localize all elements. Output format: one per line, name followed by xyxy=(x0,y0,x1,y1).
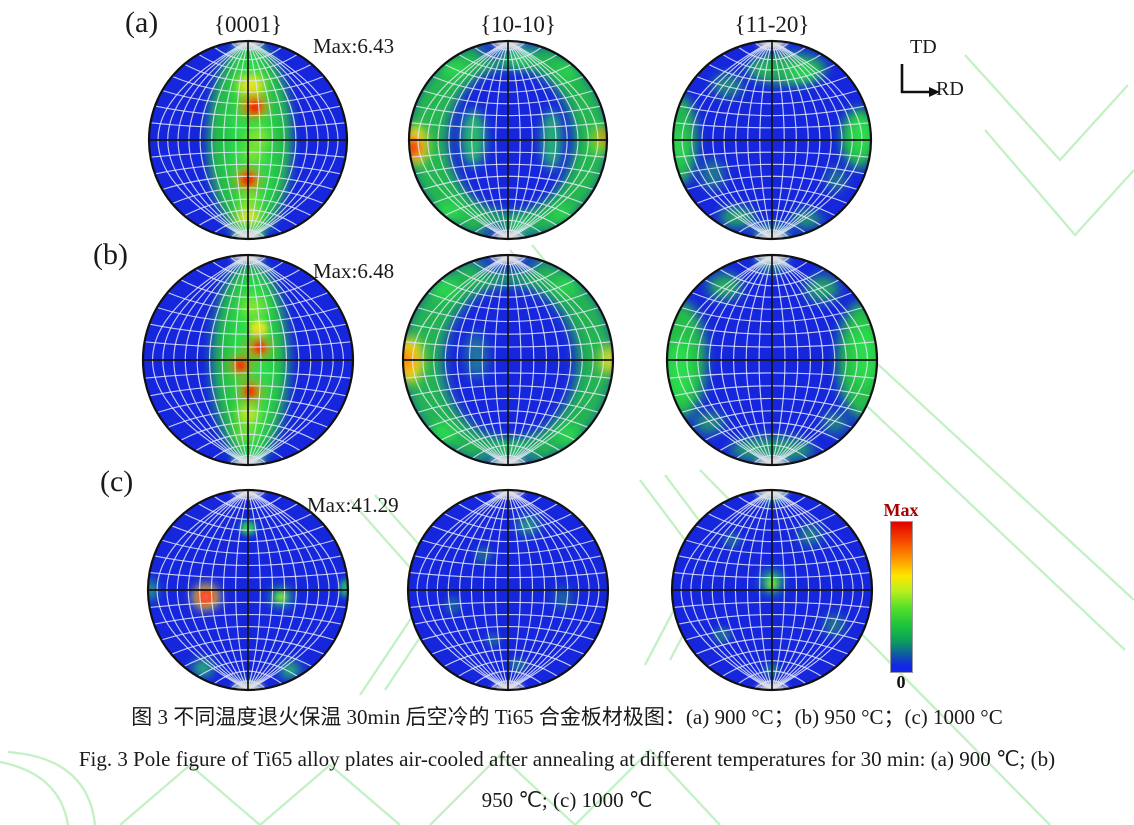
column-header-11-20: {11-20} xyxy=(734,12,810,37)
rd-axis-label: RD xyxy=(936,78,964,100)
caption-english-line1: Fig. 3 Pole figure of Ti65 alloy plates … xyxy=(78,747,1056,771)
max-label-b: Max:6.48 xyxy=(313,259,395,283)
colorbar-gradient xyxy=(890,521,913,673)
pole-figure-b-0001 xyxy=(137,249,359,476)
column-header-0001: {0001} xyxy=(213,12,283,37)
panel-label-b: (b) xyxy=(93,238,128,271)
colorbar-max-label: Max xyxy=(883,500,919,520)
colorbar: Max 0 xyxy=(884,500,919,692)
axis-arrows-icon xyxy=(900,64,940,97)
pole-figure-c-10-10 xyxy=(402,484,614,701)
pole-figure-a-10-10 xyxy=(403,35,613,250)
pole-figure-b-10-10 xyxy=(397,249,619,476)
td-axis-label: TD xyxy=(910,36,937,58)
colorbar-zero-label: 0 xyxy=(896,672,906,692)
pole-figure-c-11-20 xyxy=(666,484,878,701)
pole-figure-a-11-20 xyxy=(667,35,877,250)
caption-chinese: 图 3 不同温度退火保温 30min 后空冷的 Ti65 合金板材极图：(a) … xyxy=(131,705,1003,729)
pole-figure-b-11-20 xyxy=(661,249,883,476)
caption-english-line2: 950 ℃; (c) 1000 ℃ xyxy=(481,788,653,812)
axis-indicator: TD RD xyxy=(890,36,990,111)
pole-figure-c-0001 xyxy=(142,484,354,701)
panel-label-c: (c) xyxy=(100,465,134,498)
panel-label-a: (a) xyxy=(125,6,159,39)
pole-figure-a-0001 xyxy=(143,35,353,250)
column-header-10-10: {10-10} xyxy=(480,12,556,37)
max-label-c: Max:41.29 xyxy=(307,493,399,517)
max-label-a: Max:6.43 xyxy=(313,34,395,58)
